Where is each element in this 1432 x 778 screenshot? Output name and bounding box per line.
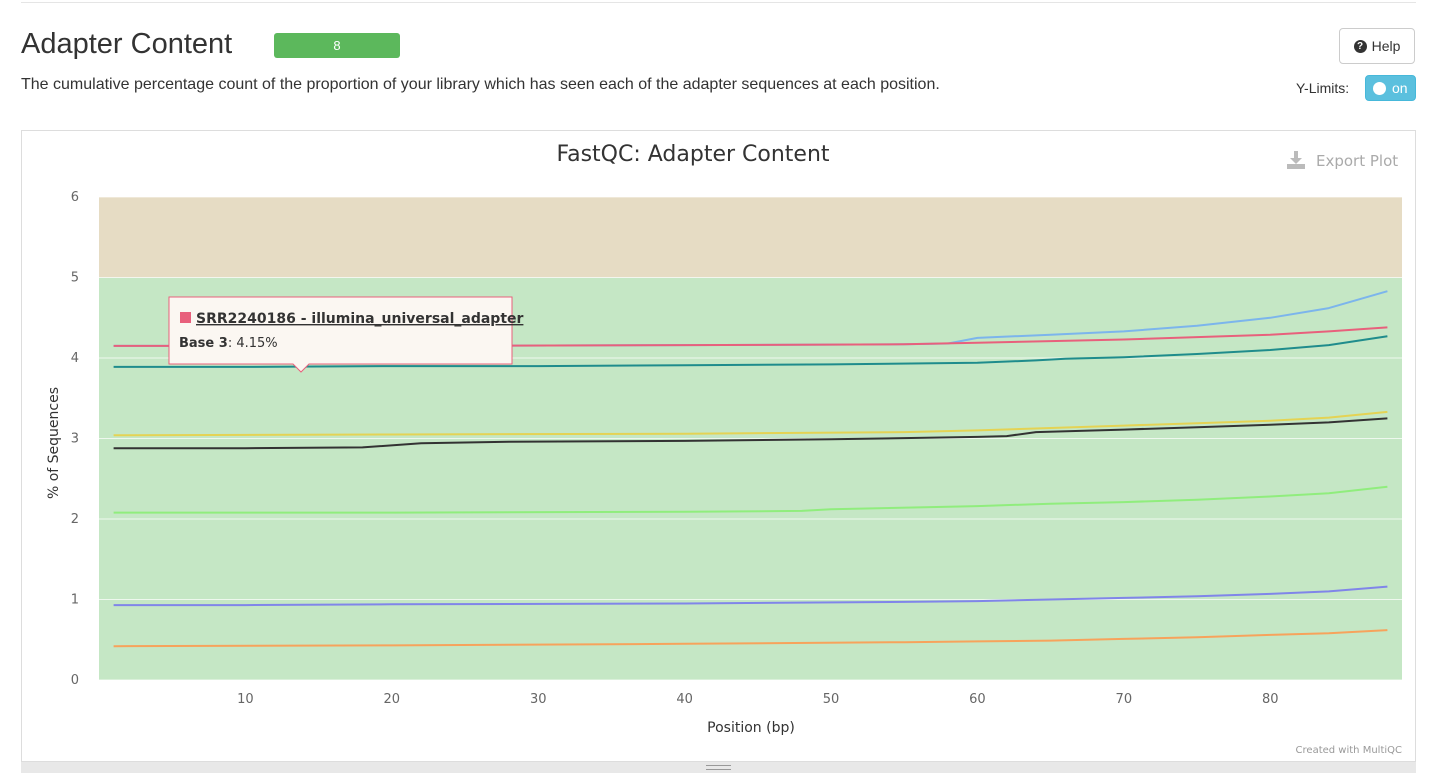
created-with-credit: Created with MultiQC bbox=[1296, 745, 1402, 756]
x-tick-label: 10 bbox=[237, 692, 254, 707]
series-lines bbox=[113, 290, 1388, 648]
series-line-7[interactable] bbox=[113, 629, 1388, 648]
tooltip-value-text: : 4.15% bbox=[228, 336, 278, 351]
tick-labels: 0 1 2 3 4 5 6 10 20 30 40 50 60 70 80 bbox=[71, 190, 1279, 707]
toggle-knob-icon bbox=[1373, 82, 1386, 95]
help-button[interactable]: ? Help bbox=[1339, 28, 1415, 64]
x-tick-label: 70 bbox=[1116, 692, 1133, 707]
series-line-2[interactable] bbox=[113, 335, 1388, 368]
plot-resize-handle[interactable] bbox=[21, 761, 1416, 773]
section-description: The cumulative percentage count of the p… bbox=[21, 76, 940, 93]
tooltip-box bbox=[168, 296, 513, 373]
status-badge: 8 bbox=[274, 33, 400, 58]
tooltip-series-name: SRR2240186 - illumina_universal_adapter bbox=[196, 311, 524, 327]
y-axis-label: % of Sequences bbox=[46, 387, 62, 499]
x-tick-label: 50 bbox=[823, 692, 840, 707]
y-tick-label: 6 bbox=[71, 190, 79, 205]
adapter-content-chart: 0 1 2 3 4 5 6 10 20 30 40 50 60 70 80 FastQC: Adapter … bbox=[46, 142, 1402, 756]
series-line-3[interactable] bbox=[113, 410, 1388, 437]
section-title: Adapter Content bbox=[21, 28, 233, 60]
tooltip: SRR2240186 - illumina_universal_adapter … bbox=[168, 296, 524, 373]
y-tick-label: 3 bbox=[71, 432, 79, 447]
chart-title: FastQC: Adapter Content bbox=[556, 142, 829, 167]
x-axis-label: Position (bp) bbox=[707, 720, 795, 736]
plot-panel: 0 1 2 3 4 5 6 10 20 30 40 50 60 70 80 FastQC: Adapter … bbox=[21, 130, 1416, 773]
y-tick-label: 0 bbox=[71, 673, 79, 688]
top-divider bbox=[21, 2, 1416, 3]
x-tick-label: 20 bbox=[384, 692, 401, 707]
export-plot-button[interactable]: Export Plot bbox=[1287, 151, 1398, 170]
ylimits-label: Y-Limits: bbox=[1296, 80, 1350, 96]
grip-icon bbox=[706, 765, 731, 770]
ylimits-toggle[interactable]: on bbox=[1365, 75, 1416, 101]
x-tick-label: 40 bbox=[676, 692, 693, 707]
tooltip-value: Base 3: 4.15% bbox=[179, 336, 278, 351]
question-circle-icon: ? bbox=[1353, 39, 1367, 53]
series-line-5[interactable] bbox=[113, 485, 1388, 514]
help-button-label: Help bbox=[1371, 38, 1401, 54]
x-tick-label: 80 bbox=[1262, 692, 1279, 707]
series-line-1[interactable] bbox=[113, 326, 1388, 347]
download-icon bbox=[1287, 151, 1305, 169]
y-tick-label: 1 bbox=[71, 593, 79, 608]
tooltip-series-swatch bbox=[180, 312, 191, 323]
band-0 bbox=[99, 197, 1402, 278]
series-line-4[interactable] bbox=[113, 417, 1388, 450]
tooltip-base-label: Base 3 bbox=[179, 336, 228, 351]
y-tick-label: 4 bbox=[71, 351, 79, 366]
x-tick-label: 30 bbox=[530, 692, 547, 707]
y-tick-label: 5 bbox=[71, 271, 79, 286]
x-tick-label: 60 bbox=[969, 692, 986, 707]
export-plot-label: Export Plot bbox=[1316, 152, 1398, 170]
series-line-6[interactable] bbox=[113, 585, 1388, 607]
ylimits-toggle-label: on bbox=[1392, 80, 1408, 96]
y-tick-label: 2 bbox=[71, 512, 79, 527]
